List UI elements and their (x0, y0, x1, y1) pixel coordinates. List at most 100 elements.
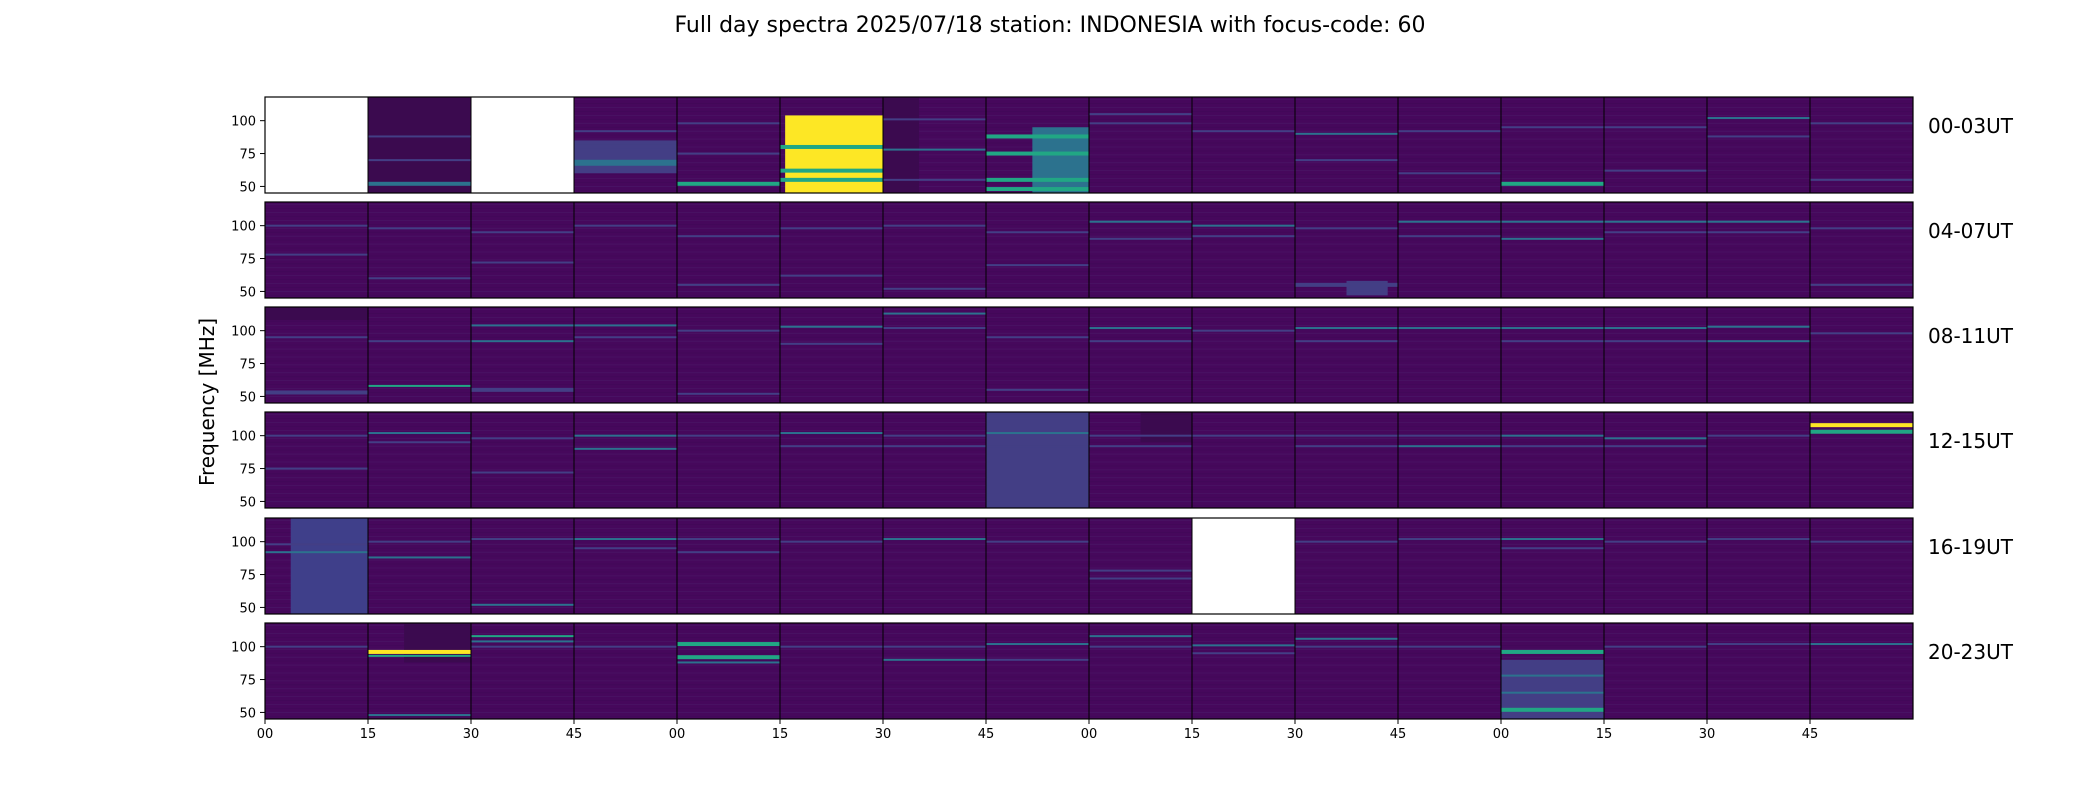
emission-line (1089, 635, 1192, 638)
spectrum-panel (367, 411, 472, 509)
y-tick-label: 75 (239, 463, 256, 478)
emission-line (1810, 540, 1913, 543)
emission-line (677, 152, 780, 155)
emission-line (574, 159, 677, 166)
emission-line (1810, 643, 1913, 646)
emission-line (677, 122, 780, 125)
emission-line (1604, 220, 1707, 223)
intensity-block (1140, 412, 1192, 443)
emission-line (1604, 169, 1707, 172)
emission-line (883, 645, 986, 648)
spectrum-panel (1809, 622, 1914, 720)
emission-line (986, 388, 1089, 391)
spectrum-panel (1088, 622, 1193, 720)
panel-background (574, 623, 677, 719)
spectrum-panel (1809, 411, 1914, 509)
panel-background (471, 623, 574, 719)
emission-line (1501, 691, 1604, 694)
spectrum-panel (470, 96, 575, 194)
emission-line (780, 645, 883, 648)
spectrum-panel (882, 622, 987, 720)
emission-line (1501, 445, 1604, 448)
panel-background (1501, 518, 1604, 614)
panel-background (1089, 202, 1192, 298)
panel-background (1398, 412, 1501, 508)
spectrum-panel (264, 517, 369, 615)
emission-line (1501, 538, 1604, 541)
y-tick-label: 75 (239, 253, 256, 268)
emission-line (883, 327, 986, 330)
emission-line (368, 181, 471, 186)
spectrum-panel (882, 201, 987, 299)
emission-line (368, 540, 471, 543)
panel-background (1398, 202, 1501, 298)
spectrum-panel (1191, 411, 1296, 509)
spectrum-panel (367, 306, 472, 404)
x-tick-label: 00 (1493, 727, 1510, 742)
emission-line (1707, 340, 1810, 343)
panel-background (1810, 97, 1913, 193)
spectrum-panel (1500, 96, 1605, 194)
spectrum-panel (779, 201, 884, 299)
spectrum-panel (1809, 201, 1914, 299)
panel-background (780, 202, 883, 298)
x-tick-label: 15 (1596, 727, 1613, 742)
spectrum-panel (985, 201, 1090, 299)
emission-line (574, 224, 677, 227)
panel-background (780, 518, 883, 614)
panel-background (1707, 623, 1810, 719)
emission-line (780, 274, 883, 277)
emission-line (1295, 645, 1398, 648)
emission-line (986, 264, 1089, 267)
emission-line (677, 283, 780, 286)
emission-line (368, 714, 471, 717)
empty-panel (265, 97, 368, 193)
emission-line (1089, 122, 1192, 125)
panel-background (1398, 623, 1501, 719)
emission-line (1501, 649, 1604, 654)
spectrum-panel (573, 306, 678, 404)
y-tick-label: 100 (231, 536, 256, 551)
spectrum-panel (1809, 306, 1914, 404)
panel-background (883, 412, 986, 508)
emission-line (1295, 637, 1398, 640)
spectrum-panel (1500, 201, 1605, 299)
panel-background (1707, 412, 1810, 508)
emission-line (1604, 231, 1707, 234)
spectrum-panel (573, 411, 678, 509)
emission-line (1810, 227, 1913, 230)
spectrum-panel (985, 96, 1090, 194)
panel-background (1398, 518, 1501, 614)
panel-background (574, 307, 677, 403)
spectrum-panel (1500, 517, 1605, 615)
emission-line (265, 253, 368, 256)
emission-line (1295, 159, 1398, 162)
panel-background (1707, 97, 1810, 193)
emission-line (1398, 445, 1501, 448)
spectrum-panel (1294, 517, 1399, 615)
emission-line (265, 467, 368, 470)
x-tick-label: 30 (875, 727, 892, 742)
spectrum-panel (367, 201, 472, 299)
spectrum-panel (1191, 201, 1296, 299)
panel-background (265, 307, 368, 403)
emission-line (368, 654, 471, 657)
panel-background (1192, 97, 1295, 193)
emission-line (1707, 434, 1810, 437)
emission-line (1707, 135, 1810, 138)
spectrum-panel (1191, 306, 1296, 404)
panel-background (574, 518, 677, 614)
panel-background (1501, 412, 1604, 508)
emission-line (265, 336, 368, 339)
x-tick-label: 30 (1699, 727, 1716, 742)
emission-line (677, 181, 780, 186)
spectrum-panel (1500, 622, 1605, 720)
emission-line (1295, 327, 1398, 330)
emission-line (471, 471, 574, 474)
emission-line (574, 645, 677, 648)
spectrum-panel (1706, 96, 1811, 194)
spectrum-panel (1088, 517, 1193, 615)
y-tick-label: 75 (239, 358, 256, 373)
emission-line (1398, 434, 1501, 437)
spectrum-panel (470, 306, 575, 404)
